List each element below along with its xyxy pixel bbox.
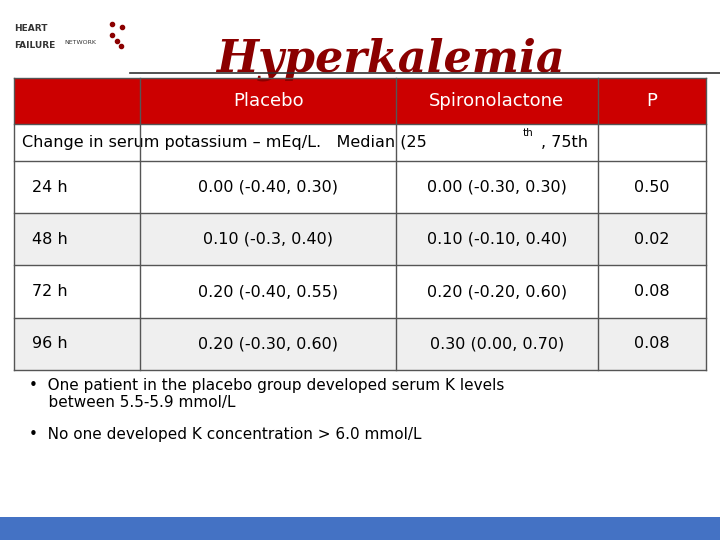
Text: th: th — [523, 128, 534, 138]
FancyBboxPatch shape — [14, 213, 706, 266]
Text: •  One patient in the placebo group developed serum K levels
    between 5.5-5.9: • One patient in the placebo group devel… — [29, 378, 504, 410]
Text: 0.08: 0.08 — [634, 336, 670, 352]
Text: •  No one developed K concentration > 6.0 mmol/L: • No one developed K concentration > 6.0… — [29, 427, 421, 442]
Text: HEART: HEART — [14, 24, 48, 33]
Text: 96 h: 96 h — [32, 336, 68, 352]
Text: 0.02: 0.02 — [634, 232, 670, 247]
Text: 0.08: 0.08 — [634, 284, 670, 299]
Text: FAILURE: FAILURE — [14, 40, 55, 50]
Text: Placebo: Placebo — [233, 92, 304, 110]
Text: , 75th: , 75th — [541, 135, 588, 150]
Text: 0.20 (-0.30, 0.60): 0.20 (-0.30, 0.60) — [198, 336, 338, 352]
Text: 0.50: 0.50 — [634, 179, 670, 194]
Text: 72 h: 72 h — [32, 284, 68, 299]
FancyBboxPatch shape — [14, 124, 706, 161]
Text: 0.10 (-0.3, 0.40): 0.10 (-0.3, 0.40) — [203, 232, 333, 247]
Text: Spironolactone: Spironolactone — [429, 92, 564, 110]
Text: Hyperkalemia: Hyperkalemia — [216, 38, 564, 82]
Text: Change in serum potassium – mEq/L.   Median (25: Change in serum potassium – mEq/L. Media… — [22, 135, 426, 150]
Text: 0.20 (-0.40, 0.55): 0.20 (-0.40, 0.55) — [198, 284, 338, 299]
Text: 24 h: 24 h — [32, 179, 68, 194]
FancyBboxPatch shape — [14, 318, 706, 370]
Text: NETWORK: NETWORK — [65, 40, 96, 45]
Text: 0.30 (0.00, 0.70): 0.30 (0.00, 0.70) — [430, 336, 564, 352]
Text: 0.10 (-0.10, 0.40): 0.10 (-0.10, 0.40) — [427, 232, 567, 247]
Text: 0.00 (-0.40, 0.30): 0.00 (-0.40, 0.30) — [198, 179, 338, 194]
Text: 0.00 (-0.30, 0.30): 0.00 (-0.30, 0.30) — [427, 179, 567, 194]
Text: 48 h: 48 h — [32, 232, 68, 247]
Text: 0.20 (-0.20, 0.60): 0.20 (-0.20, 0.60) — [427, 284, 567, 299]
FancyBboxPatch shape — [0, 517, 720, 540]
FancyBboxPatch shape — [14, 161, 706, 213]
FancyBboxPatch shape — [14, 266, 706, 318]
Text: P: P — [646, 92, 657, 110]
FancyBboxPatch shape — [14, 78, 706, 124]
